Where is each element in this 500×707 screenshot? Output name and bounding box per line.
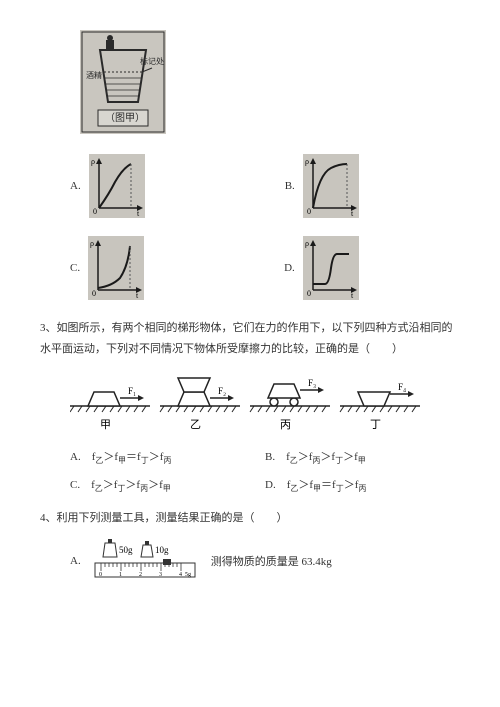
fig1-caption: （图甲） xyxy=(105,112,145,124)
svg-text:0: 0 xyxy=(93,207,97,216)
svg-text:10g: 10g xyxy=(155,545,169,555)
option-a-label: A. xyxy=(70,180,81,192)
svg-text:ρ: ρ xyxy=(91,157,95,166)
graph-d: 0 t ρ xyxy=(303,236,359,300)
q4-option-a-text: 测得物质的质量是 63.4kg xyxy=(211,553,332,569)
svg-text:ρ: ρ xyxy=(305,239,309,248)
q3-diagram: F₁ 甲 F₂ 乙 F₃ 丙 xyxy=(70,368,460,438)
graph-row-2: C. 0 t ρ D. 0 t ρ xyxy=(70,236,460,300)
svg-text:丙: 丙 xyxy=(280,419,291,431)
q3-options-row1: A. f乙＞f甲＝f丁＞f丙 B. f乙＞f丙＞f丁＞f甲 xyxy=(70,448,460,466)
q3-options-row2: C. f乙＞f丁＞f丙＞f甲 D. f乙＞f甲＝f丁＞f丙 xyxy=(70,476,460,494)
graph-a: 0 t ρ xyxy=(89,154,145,218)
svg-text:甲: 甲 xyxy=(100,419,111,431)
q4-text: 4、利用下列测量工具，测量结果正确的是（ ） xyxy=(40,508,460,529)
option-c-label: C. xyxy=(70,262,80,274)
q4-option-a: A. 50g 10g 0 1 2 3 4 5g 测得物质的质量是 63.4kg xyxy=(70,539,460,583)
label-alcohol: 酒精 xyxy=(86,70,102,80)
svg-text:乙: 乙 xyxy=(190,418,201,431)
svg-text:ρ: ρ xyxy=(305,157,309,166)
option-b-label: B. xyxy=(285,180,295,192)
q3-text: 3、如图所示，有两个相同的梯形物体，它们在力的作用下，以下列四种方式沿相同的水平… xyxy=(40,318,460,360)
svg-text:3: 3 xyxy=(159,572,162,578)
svg-text:F₃: F₃ xyxy=(308,378,316,388)
figure-1: 酒精 标记处 （图甲） xyxy=(80,30,460,134)
svg-text:0: 0 xyxy=(307,289,311,298)
svg-text:ρ: ρ xyxy=(90,239,94,248)
balance-figure: 50g 10g 0 1 2 3 4 5g xyxy=(91,539,201,583)
svg-text:2: 2 xyxy=(139,572,142,578)
option-d-label: D. xyxy=(284,262,295,274)
svg-text:50g: 50g xyxy=(119,545,133,555)
svg-text:0: 0 xyxy=(99,572,102,578)
svg-text:0: 0 xyxy=(92,289,96,298)
label-mark: 标记处 xyxy=(140,56,164,66)
svg-text:1: 1 xyxy=(119,572,122,578)
q3-option-c: C. f乙＞f丁＞f丙＞f甲 xyxy=(70,476,265,494)
svg-text:4: 4 xyxy=(179,572,182,578)
svg-text:5g: 5g xyxy=(185,572,191,578)
q3-option-b: B. f乙＞f丙＞f丁＞f甲 xyxy=(265,448,460,466)
svg-text:丁: 丁 xyxy=(370,419,381,431)
svg-text:F₁: F₁ xyxy=(128,386,136,396)
q3-option-d: D. f乙＞f甲＝f丁＞f丙 xyxy=(265,476,460,494)
graph-c: 0 t ρ xyxy=(88,236,144,300)
cup-figure: 酒精 标记处 （图甲） xyxy=(80,30,166,134)
svg-text:0: 0 xyxy=(307,207,311,216)
graph-b: 0 t ρ xyxy=(303,154,359,218)
svg-text:F₄: F₄ xyxy=(398,382,406,392)
graph-row-1: A. 0 t ρ B. 0 t ρ xyxy=(70,154,460,218)
q3-option-a: A. f乙＞f甲＝f丁＞f丙 xyxy=(70,448,265,466)
svg-text:F₂: F₂ xyxy=(218,386,226,396)
